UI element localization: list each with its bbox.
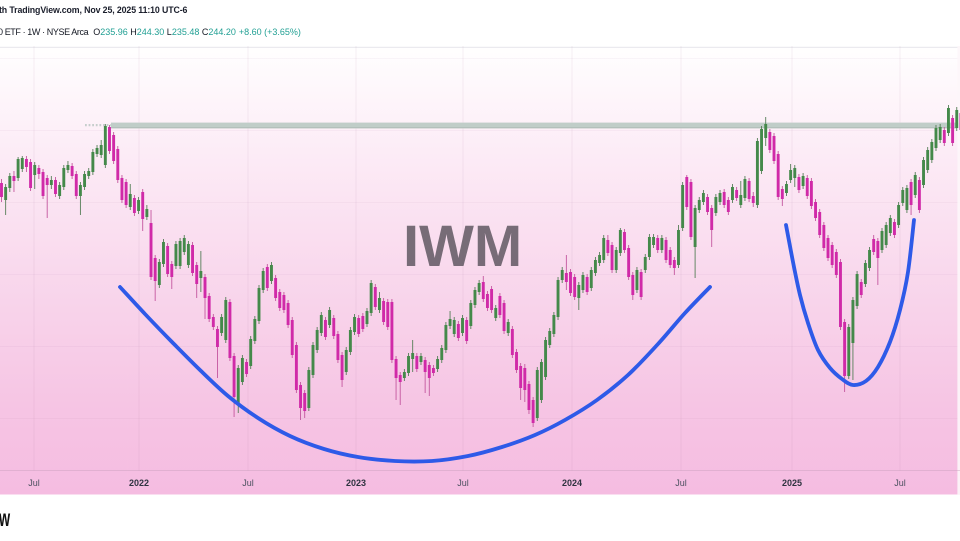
svg-text:IWM: IWM [403,214,522,279]
